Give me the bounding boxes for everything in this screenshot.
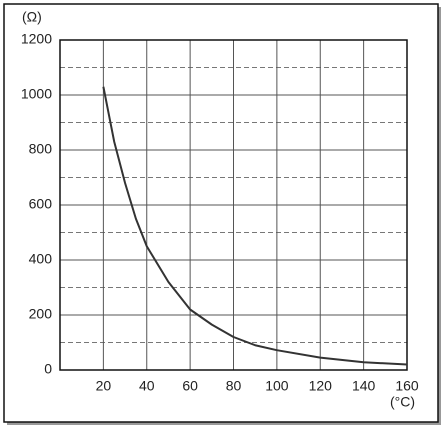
y-tick-label: 600 bbox=[29, 196, 53, 212]
y-axis-label: (Ω) bbox=[22, 9, 42, 25]
y-tick-label: 200 bbox=[29, 306, 53, 322]
x-tick-label: 120 bbox=[309, 378, 333, 394]
y-tick-label: 1200 bbox=[21, 31, 52, 47]
x-tick-label: 40 bbox=[139, 378, 155, 394]
line bbox=[102, 86, 408, 366]
x-tick-label: 140 bbox=[352, 378, 376, 394]
plot-border bbox=[59, 39, 408, 371]
x-tick-label: 100 bbox=[265, 378, 289, 394]
frame bbox=[3, 3, 439, 423]
y-tick-label: 400 bbox=[29, 251, 53, 267]
x-tick-label: 160 bbox=[395, 378, 419, 394]
x-axis-label: (°C) bbox=[390, 394, 415, 410]
y-tick-label: 1000 bbox=[21, 86, 52, 102]
y-tick-label: 0 bbox=[44, 361, 52, 377]
x-tick-label: 20 bbox=[96, 378, 112, 394]
y-tick-label: 800 bbox=[29, 141, 53, 157]
x-tick-label: 60 bbox=[182, 378, 198, 394]
x-tick-label: 80 bbox=[226, 378, 242, 394]
